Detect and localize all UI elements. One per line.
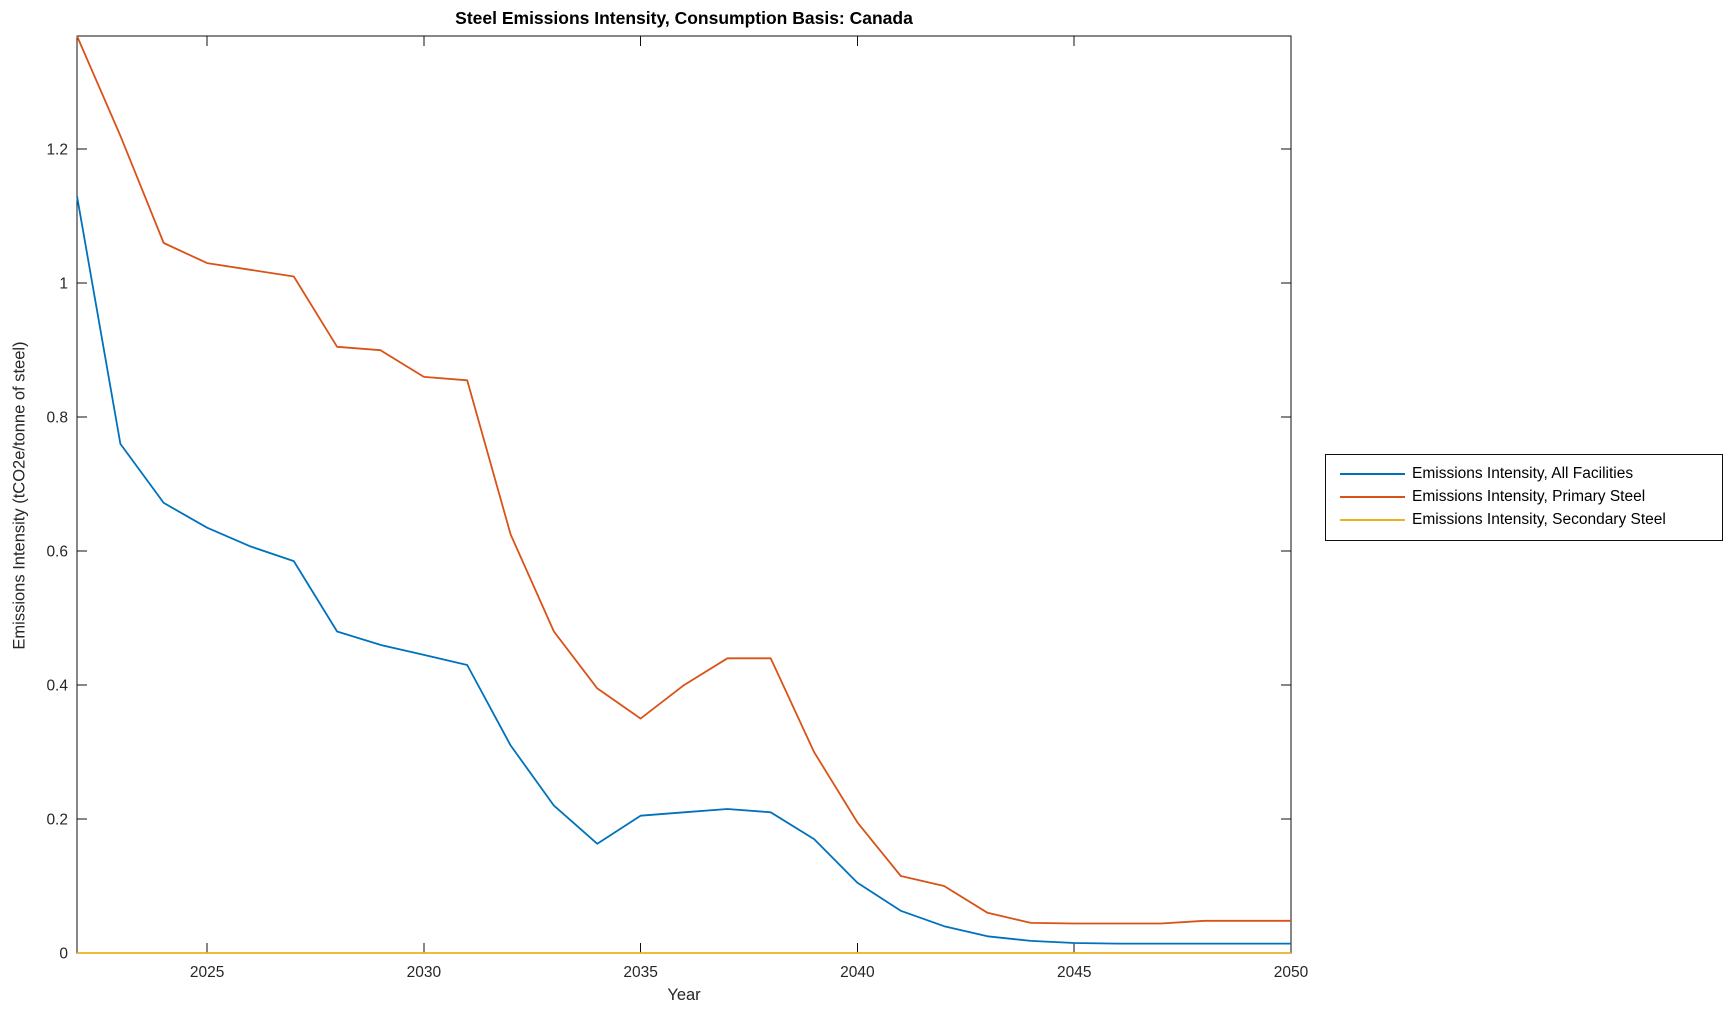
y-tick-label: 0.2 bbox=[46, 812, 68, 829]
series-line bbox=[76, 195, 1291, 945]
legend-entry-all-facilities: Emissions Intensity, All Facilities bbox=[1326, 462, 1722, 485]
axes-box bbox=[76, 35, 1292, 954]
legend-entry-secondary-steel: Emissions Intensity, Secondary Steel bbox=[1326, 508, 1722, 531]
x-tick-label: 2025 bbox=[190, 964, 224, 981]
y-tick-label: 0.8 bbox=[46, 410, 68, 427]
series-line bbox=[76, 35, 1291, 925]
chart-title: Steel Emissions Intensity, Consumption B… bbox=[455, 8, 913, 28]
y-axis-label: Emissions Intensity (tCO2e/tonne of stee… bbox=[10, 341, 29, 650]
x-axis-label: Year bbox=[667, 986, 701, 1004]
legend-line-sample-blue bbox=[1340, 472, 1405, 475]
y-tick-label: 0 bbox=[59, 946, 68, 963]
legend-label: Emissions Intensity, Primary Steel bbox=[1412, 487, 1646, 505]
legend-label: Emissions Intensity, Secondary Steel bbox=[1412, 510, 1666, 528]
y-tick-label: 1.2 bbox=[46, 142, 68, 159]
legend-line-sample-orange bbox=[1340, 495, 1405, 498]
x-tick-label: 2050 bbox=[1274, 964, 1309, 981]
legend-entry-primary-steel: Emissions Intensity, Primary Steel bbox=[1326, 485, 1722, 508]
x-tick-label: 2045 bbox=[1057, 964, 1091, 981]
y-tick-label: 1 bbox=[59, 276, 68, 293]
x-tick-label: 2030 bbox=[407, 964, 442, 981]
x-tick-label: 2035 bbox=[623, 964, 657, 981]
legend-label: Emissions Intensity, All Facilities bbox=[1412, 464, 1634, 482]
legend-line-sample-yellow bbox=[1340, 518, 1405, 521]
y-tick-label: 0.4 bbox=[46, 678, 68, 695]
y-tick-label: 0.6 bbox=[46, 544, 68, 561]
legend: Emissions Intensity, All Facilities Emis… bbox=[1325, 454, 1723, 541]
x-tick-label: 2040 bbox=[840, 964, 875, 981]
